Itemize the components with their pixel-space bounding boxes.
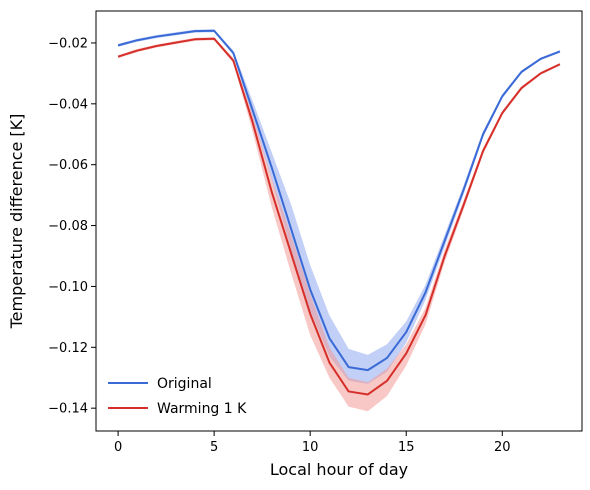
x-axis-ticks: 0 5 10 15 20 [114,431,511,455]
x-tick-label: 10 [302,440,319,455]
x-tick-label: 5 [210,440,218,455]
y-tick-label: −0.08 [48,219,88,234]
x-tick-label: 0 [114,440,122,455]
y-tick-label: −0.12 [48,341,88,356]
series-line-original [117,29,561,372]
series-lines [117,29,561,396]
x-tick-label: 15 [398,440,415,455]
y-tick-label: −0.14 [48,402,88,417]
x-tick-label: 20 [494,440,511,455]
series-line-warming-1-k [117,37,561,396]
y-axis-title: Temperature difference [K] [7,114,26,330]
legend: Original Warming 1 K [108,376,247,417]
y-tick-label: −0.04 [48,97,88,112]
plot-frame [95,10,583,432]
y-tick-label: −0.02 [48,36,88,51]
y-tick-label: −0.10 [48,280,88,295]
legend-label-warming-1-k: Warming 1 K [157,401,247,417]
y-tick-label: −0.06 [48,158,88,173]
x-axis-title: Local hour of day [270,460,408,479]
y-axis-ticks: −0.02 −0.04 −0.06 −0.08 −0.10 −0.12 −0.14 [48,36,96,417]
legend-label-original: Original [157,376,212,392]
